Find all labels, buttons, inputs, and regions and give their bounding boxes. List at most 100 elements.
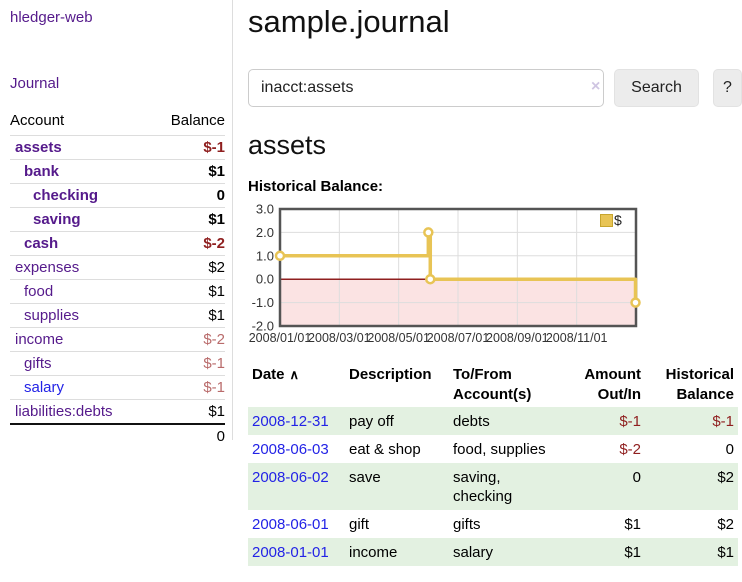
accounts-table: Account Balance assets $-1 bank $1 checking 0… bbox=[10, 109, 225, 448]
account-balance: $1 bbox=[150, 279, 225, 304]
transaction-accounts: salary bbox=[453, 544, 494, 561]
account-balance: $1 bbox=[150, 207, 225, 232]
transaction-description: gift bbox=[349, 516, 370, 533]
account-row: salary $-1 bbox=[10, 375, 225, 400]
account-link[interactable]: salary bbox=[24, 379, 65, 396]
transaction-date-link[interactable]: 2008-01-01 bbox=[252, 544, 329, 561]
account-name-cell: checking bbox=[10, 183, 151, 208]
transaction-amount: $1 bbox=[624, 516, 641, 533]
main-content: sample.journal × Search ? assets Histori… bbox=[248, 0, 742, 566]
account-link[interactable]: expenses bbox=[15, 259, 80, 276]
account-row: cash $-2 bbox=[10, 231, 225, 256]
transaction-amount: $1 bbox=[624, 544, 641, 561]
svg-text:2008/11/01: 2008/11/01 bbox=[546, 331, 608, 345]
register-body: 2008-12-31 pay off debts $-1 $-1 2008-06-03 ea… bbox=[248, 407, 738, 566]
transaction-accounts: food, supplies bbox=[453, 441, 546, 458]
svg-text:2008/07/01: 2008/07/01 bbox=[427, 331, 490, 345]
transaction-date-link[interactable]: 2008-06-03 bbox=[252, 441, 329, 458]
historical-balance-chart: 3.0 2.0 1.0 0.0 -1.0 -2.0 2008/01/01 2008/03/01… bbox=[248, 202, 678, 346]
account-row: expenses $2 bbox=[10, 255, 225, 280]
transaction-date-cell: 2008-01-01 bbox=[248, 538, 345, 566]
search-bar: × Search ? bbox=[248, 69, 742, 107]
transaction-balance: $2 bbox=[717, 469, 734, 486]
account-balance: $-2 bbox=[150, 231, 225, 256]
transaction-description: income bbox=[349, 544, 398, 561]
svg-text:0.0: 0.0 bbox=[256, 272, 274, 287]
account-name-cell: liabilities:debts bbox=[10, 399, 151, 424]
accounts-total-spacer bbox=[10, 423, 151, 448]
search-input[interactable] bbox=[248, 69, 605, 107]
transaction-date-cell: 2008-12-31 bbox=[248, 407, 345, 435]
account-balance: 0 bbox=[150, 183, 225, 208]
svg-text:3.0: 3.0 bbox=[256, 202, 274, 217]
account-name-cell: cash bbox=[10, 231, 151, 256]
account-balance: $1 bbox=[150, 303, 225, 328]
account-link[interactable]: cash bbox=[24, 235, 59, 252]
svg-text:2.0: 2.0 bbox=[256, 225, 274, 240]
svg-text:-2.0: -2.0 bbox=[252, 319, 274, 334]
account-link[interactable]: saving bbox=[33, 211, 81, 228]
account-name-cell: supplies bbox=[10, 303, 151, 328]
transaction-balance: 0 bbox=[725, 441, 734, 458]
transaction-balance: $1 bbox=[717, 544, 734, 561]
register-row: 2008-06-03 eat & shop food, supplies $-2 0 bbox=[248, 435, 738, 463]
account-row: food $1 bbox=[10, 279, 225, 304]
account-link[interactable]: bank bbox=[24, 163, 60, 180]
account-row: saving $1 bbox=[10, 207, 225, 232]
balance-chart-svg: 3.0 2.0 1.0 0.0 -1.0 -2.02008/01/012008/03/01… bbox=[249, 202, 641, 345]
accounts-total-row: 0 bbox=[10, 423, 225, 448]
transaction-amount: 0 bbox=[632, 469, 641, 486]
legend-label: $ bbox=[614, 212, 622, 228]
account-balance: $1 bbox=[150, 159, 225, 184]
account-link[interactable]: food bbox=[24, 283, 54, 300]
accounts-header-account: Account bbox=[10, 109, 151, 136]
app-brand-link[interactable]: hledger-web bbox=[10, 9, 93, 26]
help-button[interactable]: ? bbox=[712, 69, 742, 107]
account-heading: assets bbox=[248, 130, 327, 160]
register-header-date: Date ∧ bbox=[248, 363, 345, 407]
transaction-balance: $-1 bbox=[712, 413, 734, 430]
transaction-accounts: saving, checking bbox=[453, 469, 513, 505]
account-balance: $-1 bbox=[150, 375, 225, 400]
accounts-header-row: Account Balance bbox=[10, 109, 225, 136]
transaction-date-cell: 2008-06-03 bbox=[248, 435, 345, 463]
register-row: 2008-01-01 income salary $1 $1 bbox=[248, 538, 738, 566]
account-name-cell: gifts bbox=[10, 351, 151, 376]
clear-search-icon[interactable]: × bbox=[591, 78, 601, 95]
transaction-date-link[interactable]: 2008-06-02 bbox=[252, 469, 329, 486]
transaction-description: save bbox=[349, 469, 381, 486]
account-name-cell: expenses bbox=[10, 255, 151, 280]
sort-ascending-icon: ∧ bbox=[289, 367, 300, 382]
transaction-amount: $-1 bbox=[619, 413, 641, 430]
account-name-cell: assets bbox=[10, 135, 151, 160]
svg-text:1.0: 1.0 bbox=[256, 248, 274, 263]
transaction-amount: $-2 bbox=[619, 441, 641, 458]
account-row: checking 0 bbox=[10, 183, 225, 208]
sidebar-item-journal[interactable]: Journal bbox=[10, 75, 60, 92]
transaction-date-link[interactable]: 2008-12-31 bbox=[252, 413, 329, 430]
account-link[interactable]: liabilities:debts bbox=[15, 403, 113, 420]
register-row: 2008-12-31 pay off debts $-1 $-1 bbox=[248, 407, 738, 435]
svg-text:-1.0: -1.0 bbox=[252, 295, 274, 310]
transaction-date-cell: 2008-06-01 bbox=[248, 510, 345, 538]
account-row: bank $1 bbox=[10, 159, 225, 184]
account-link[interactable]: supplies bbox=[24, 307, 80, 324]
transaction-description: eat & shop bbox=[349, 441, 421, 458]
register-header-date-label: Date bbox=[252, 366, 285, 383]
accounts-total-value: 0 bbox=[150, 423, 225, 448]
transaction-date-link[interactable]: 2008-06-01 bbox=[252, 516, 329, 533]
account-link[interactable]: gifts bbox=[24, 355, 52, 372]
account-link[interactable]: checking bbox=[33, 187, 99, 204]
search-button[interactable]: Search bbox=[614, 69, 699, 107]
account-link[interactable]: assets bbox=[15, 139, 62, 156]
account-name-cell: salary bbox=[10, 375, 151, 400]
register-header-description: Description bbox=[349, 366, 432, 383]
svg-text:2008/05/01: 2008/05/01 bbox=[367, 331, 430, 345]
account-balance: $2 bbox=[150, 255, 225, 280]
svg-text:2008/03/01: 2008/03/01 bbox=[308, 331, 371, 345]
register-row: 2008-06-01 gift gifts $1 $2 bbox=[248, 510, 738, 538]
account-balance: $-1 bbox=[150, 135, 225, 160]
account-balance: $-2 bbox=[150, 327, 225, 352]
account-link[interactable]: income bbox=[15, 331, 64, 348]
page-title: sample.journal bbox=[248, 4, 450, 39]
